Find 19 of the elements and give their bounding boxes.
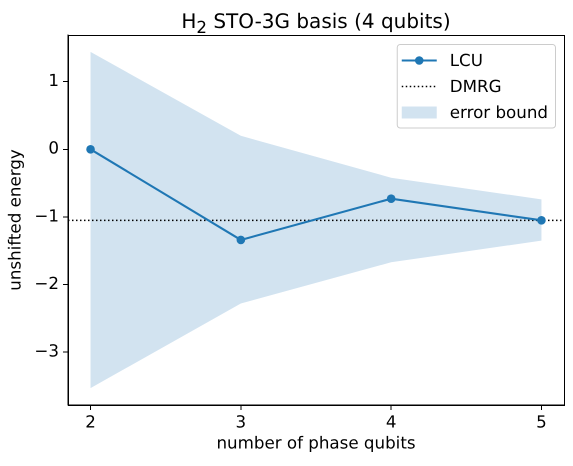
chart-title: H$_{2}$ STO-3G basis (4 qubits) xyxy=(180,9,452,39)
x-tick-label: 4 xyxy=(386,411,396,432)
x-tick-label: 3 xyxy=(236,411,246,432)
x-tick-label: 2 xyxy=(85,411,96,432)
point xyxy=(386,194,396,203)
point xyxy=(236,236,246,244)
point xyxy=(86,145,95,154)
legend-label: LCU xyxy=(450,50,483,70)
y-axis-title: unshifted energy xyxy=(4,149,24,291)
y-tick-label: −3 xyxy=(34,340,59,361)
point xyxy=(537,216,546,225)
legend-label: error bound xyxy=(450,102,548,122)
x-axis-title: number of phase qubits xyxy=(216,432,416,452)
x-tick-label: 5 xyxy=(536,411,547,432)
y-tick-label: 1 xyxy=(48,70,59,90)
y-tick-label: 0 xyxy=(48,138,59,158)
y-tick-label: −2 xyxy=(34,272,59,293)
legend-label: DMRG xyxy=(450,76,502,96)
y-tick-label: −1 xyxy=(34,205,59,226)
